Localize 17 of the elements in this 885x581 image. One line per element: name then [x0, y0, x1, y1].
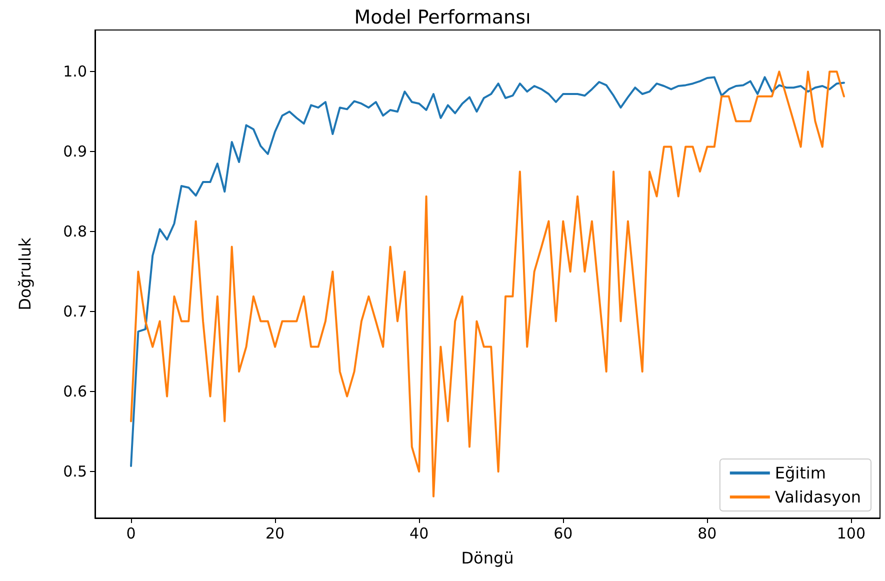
y-tick-label: 1.0 — [63, 62, 87, 81]
legend-label: Eğitim — [774, 464, 826, 482]
x-axis-title: Döngü — [461, 548, 514, 568]
y-tick-label: 0.5 — [63, 462, 87, 481]
x-tick-label: 40 — [410, 524, 429, 542]
x-tick-label: 100 — [836, 524, 866, 542]
x-tick-label: 0 — [126, 524, 136, 542]
x-tick-label: 80 — [698, 524, 717, 542]
x-tick-label: 20 — [266, 524, 285, 542]
y-tick-label: 0.8 — [63, 222, 87, 241]
y-tick-label: 0.9 — [63, 142, 87, 161]
y-axis-title: Doğruluk — [16, 236, 34, 310]
y-tick-label: 0.7 — [63, 302, 87, 321]
x-tick-label: 60 — [554, 524, 573, 542]
chart-title: Model Performansı — [354, 6, 531, 28]
legend-label: Validasyon — [774, 488, 861, 506]
y-tick-label: 0.6 — [63, 382, 87, 401]
